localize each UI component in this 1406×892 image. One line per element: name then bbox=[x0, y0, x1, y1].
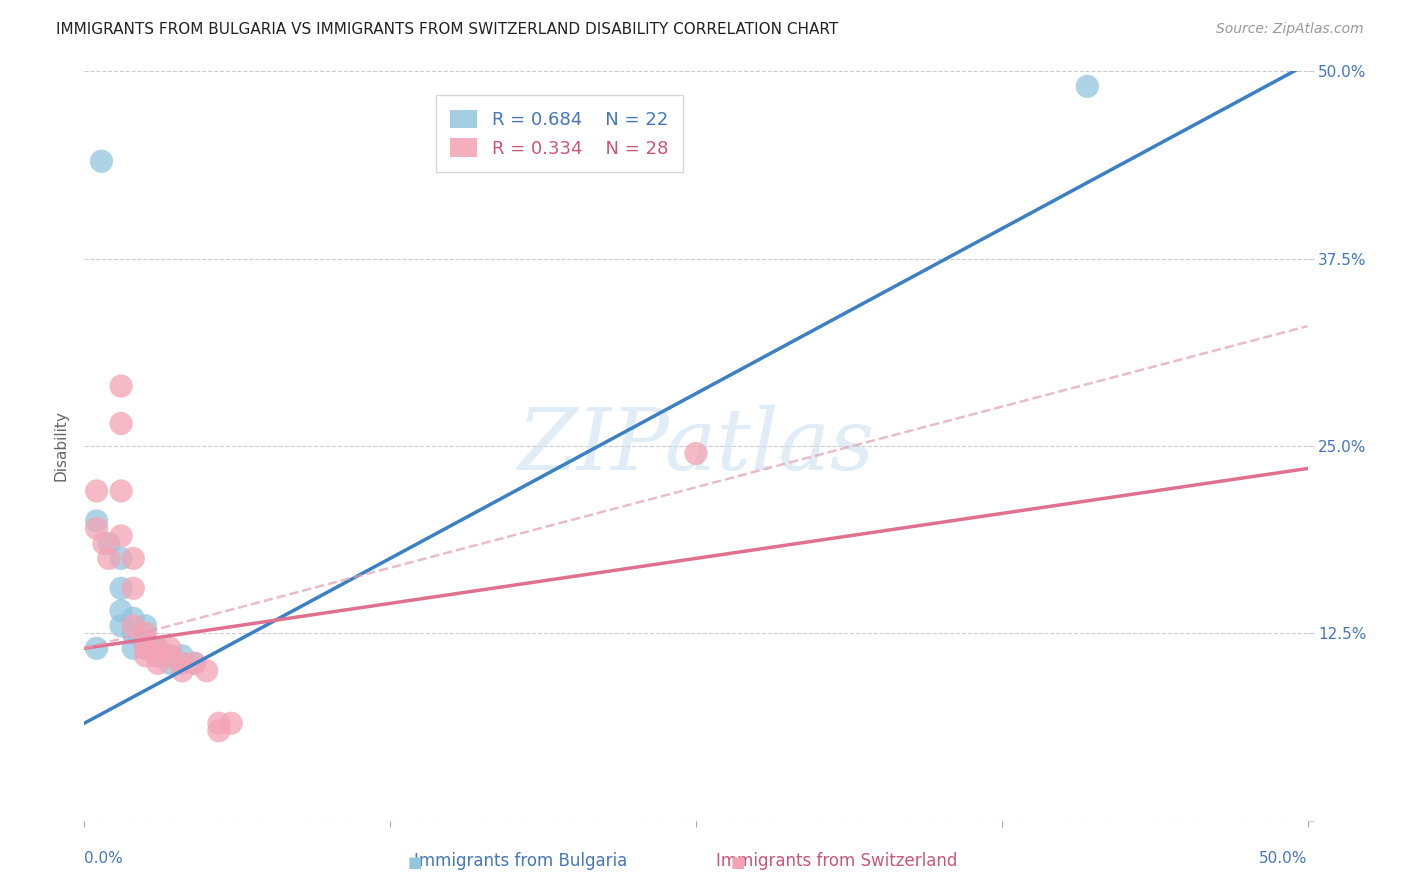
Point bbox=[146, 648, 169, 663]
Point bbox=[93, 536, 115, 550]
Point bbox=[172, 657, 194, 671]
Point bbox=[1076, 79, 1098, 94]
Point bbox=[146, 641, 169, 656]
Text: ■: ■ bbox=[408, 855, 422, 870]
Point bbox=[86, 483, 108, 498]
Point bbox=[172, 664, 194, 678]
Point bbox=[97, 551, 120, 566]
Point bbox=[135, 648, 157, 663]
Point bbox=[110, 417, 132, 431]
Point bbox=[110, 582, 132, 596]
Point bbox=[97, 536, 120, 550]
Point bbox=[122, 611, 145, 625]
Point bbox=[146, 657, 169, 671]
Point bbox=[110, 604, 132, 618]
Text: ■: ■ bbox=[731, 855, 745, 870]
Point bbox=[183, 657, 205, 671]
Point bbox=[159, 648, 181, 663]
Point bbox=[122, 551, 145, 566]
Point bbox=[110, 529, 132, 543]
Point bbox=[159, 648, 181, 663]
Point bbox=[172, 657, 194, 671]
Point bbox=[195, 664, 218, 678]
Point bbox=[135, 619, 157, 633]
Text: Immigrants from Bulgaria: Immigrants from Bulgaria bbox=[413, 852, 627, 870]
Text: Source: ZipAtlas.com: Source: ZipAtlas.com bbox=[1216, 22, 1364, 37]
Point bbox=[159, 641, 181, 656]
Point bbox=[685, 446, 707, 460]
Point bbox=[135, 633, 157, 648]
Point bbox=[90, 154, 112, 169]
Point bbox=[219, 716, 242, 731]
Point bbox=[110, 551, 132, 566]
Point bbox=[122, 582, 145, 596]
Point bbox=[183, 657, 205, 671]
Point bbox=[122, 626, 145, 640]
Point bbox=[86, 521, 108, 535]
Text: ZIPatlas: ZIPatlas bbox=[517, 405, 875, 487]
Point bbox=[172, 648, 194, 663]
Point bbox=[146, 641, 169, 656]
Point bbox=[110, 379, 132, 393]
Text: 0.0%: 0.0% bbox=[84, 851, 124, 865]
Y-axis label: Disability: Disability bbox=[53, 410, 69, 482]
Point bbox=[122, 641, 145, 656]
Point bbox=[110, 483, 132, 498]
Point bbox=[135, 641, 157, 656]
Legend: R = 0.684    N = 22, R = 0.334    N = 28: R = 0.684 N = 22, R = 0.334 N = 28 bbox=[436, 95, 683, 172]
Point bbox=[159, 657, 181, 671]
Point bbox=[110, 619, 132, 633]
Point bbox=[146, 648, 169, 663]
Text: Immigrants from Switzerland: Immigrants from Switzerland bbox=[716, 852, 957, 870]
Point bbox=[86, 514, 108, 528]
Point bbox=[135, 626, 157, 640]
Point bbox=[135, 633, 157, 648]
Point bbox=[86, 641, 108, 656]
Point bbox=[208, 716, 231, 731]
Point bbox=[135, 641, 157, 656]
Text: 50.0%: 50.0% bbox=[1260, 851, 1308, 865]
Text: IMMIGRANTS FROM BULGARIA VS IMMIGRANTS FROM SWITZERLAND DISABILITY CORRELATION C: IMMIGRANTS FROM BULGARIA VS IMMIGRANTS F… bbox=[56, 22, 838, 37]
Point bbox=[122, 619, 145, 633]
Point bbox=[208, 723, 231, 738]
